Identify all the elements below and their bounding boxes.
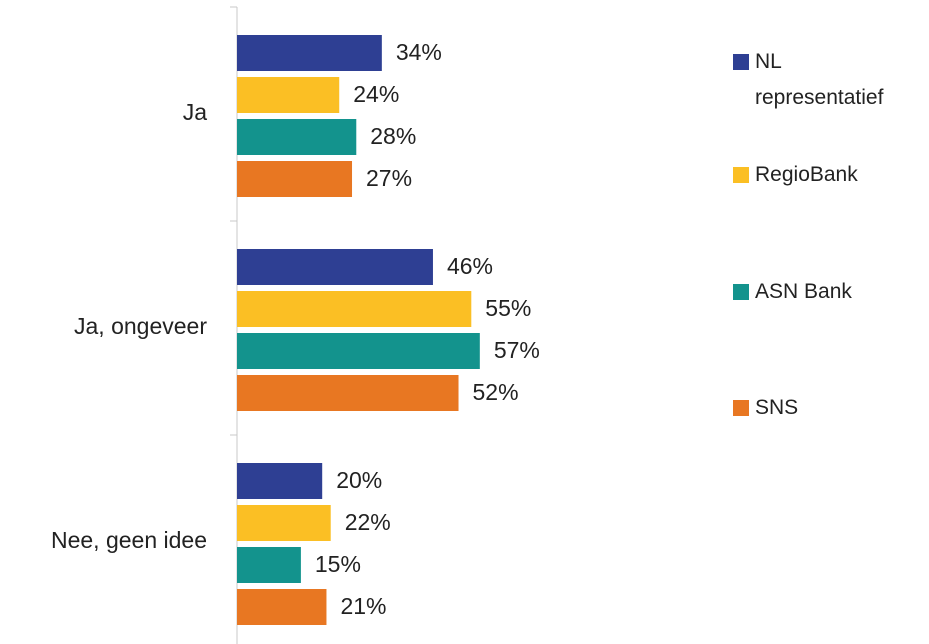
bar (237, 35, 382, 71)
value-label: 15% (315, 551, 361, 577)
legend-swatch (733, 54, 749, 70)
legend-item: NL representatief (733, 44, 913, 116)
legend-item: SNS (733, 390, 913, 426)
legend-label: SNS (755, 396, 799, 419)
value-label: 52% (473, 379, 519, 405)
bar (237, 505, 331, 541)
legend-swatch (733, 284, 749, 300)
category-label: Ja (183, 99, 208, 125)
value-label: 34% (396, 39, 442, 65)
bar (237, 249, 433, 285)
legend-swatch (733, 400, 749, 416)
value-label: 22% (345, 509, 391, 535)
bar (237, 291, 472, 327)
value-label: 24% (353, 81, 399, 107)
value-label: 57% (494, 337, 540, 363)
category-label: Ja, ongeveer (74, 313, 207, 339)
value-label: 28% (370, 123, 416, 149)
bar (237, 161, 353, 197)
value-label: 21% (340, 593, 386, 619)
bar (237, 333, 480, 369)
value-label: 20% (336, 467, 382, 493)
category-label: Nee, geen idee (51, 527, 207, 553)
value-label: 27% (366, 165, 412, 191)
legend-label: NL representatief (755, 50, 884, 109)
bar (237, 589, 327, 625)
bar (237, 547, 301, 583)
legend-item: ASN Bank (733, 274, 913, 310)
legend-label: ASN Bank (755, 280, 852, 303)
legend-swatch (733, 167, 749, 183)
value-label: 46% (447, 253, 493, 279)
bar (237, 77, 340, 113)
bar (237, 119, 357, 155)
legend-item: RegioBank (733, 157, 913, 193)
legend-label: RegioBank (755, 163, 858, 186)
value-label: 55% (485, 295, 531, 321)
bar (237, 463, 323, 499)
bar (237, 375, 459, 411)
